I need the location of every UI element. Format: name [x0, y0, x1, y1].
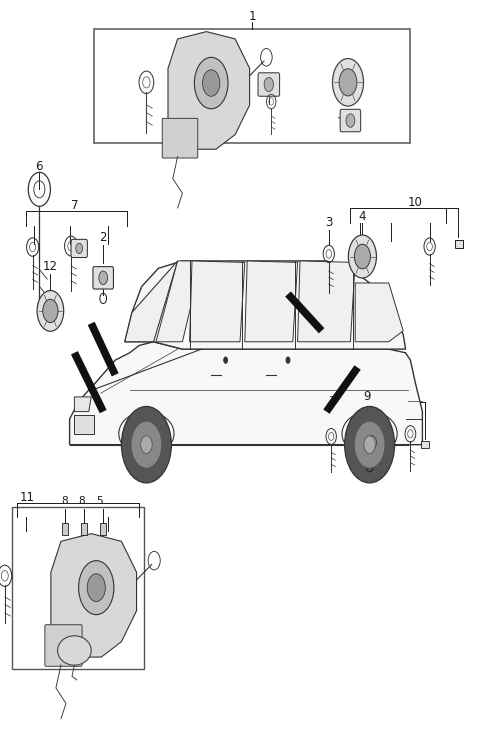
Polygon shape [125, 261, 406, 349]
Polygon shape [74, 397, 91, 412]
Bar [94, 29, 410, 143]
Circle shape [194, 57, 228, 109]
Circle shape [286, 356, 290, 364]
Polygon shape [168, 32, 250, 149]
Circle shape [364, 436, 375, 453]
Text: 4: 4 [359, 209, 366, 223]
Bar [421, 441, 429, 448]
Text: 9: 9 [363, 390, 371, 404]
FancyBboxPatch shape [340, 110, 360, 132]
Circle shape [346, 114, 355, 127]
Polygon shape [298, 261, 355, 342]
Circle shape [43, 299, 58, 323]
Polygon shape [125, 261, 178, 342]
Bar [62, 523, 68, 535]
Text: 11: 11 [20, 491, 35, 504]
Circle shape [368, 436, 376, 449]
Circle shape [131, 421, 162, 468]
Circle shape [121, 406, 171, 483]
Circle shape [87, 574, 105, 601]
FancyBboxPatch shape [162, 118, 198, 158]
Polygon shape [245, 261, 298, 342]
Circle shape [354, 244, 371, 269]
Polygon shape [51, 534, 136, 657]
Circle shape [354, 421, 385, 468]
Ellipse shape [119, 412, 174, 456]
Circle shape [99, 271, 108, 284]
Bar [81, 523, 87, 535]
Circle shape [339, 69, 357, 96]
Circle shape [203, 70, 220, 96]
Polygon shape [355, 283, 403, 342]
Ellipse shape [58, 636, 91, 665]
Bar [12, 507, 144, 669]
Bar [74, 415, 94, 434]
Circle shape [333, 59, 363, 106]
FancyBboxPatch shape [93, 267, 113, 289]
FancyBboxPatch shape [258, 73, 279, 96]
FancyBboxPatch shape [71, 240, 87, 257]
Circle shape [264, 77, 274, 92]
Circle shape [345, 406, 395, 483]
Text: 8: 8 [61, 496, 68, 506]
FancyBboxPatch shape [362, 431, 382, 453]
Circle shape [76, 243, 83, 254]
Text: 8: 8 [78, 496, 85, 506]
Ellipse shape [342, 412, 397, 456]
Polygon shape [70, 342, 422, 445]
Bar [100, 523, 106, 535]
Circle shape [79, 561, 114, 614]
Circle shape [348, 235, 376, 278]
Text: 7: 7 [71, 199, 78, 212]
FancyBboxPatch shape [45, 625, 82, 666]
Text: 12: 12 [43, 260, 58, 273]
Text: 6: 6 [36, 160, 43, 173]
Text: 3: 3 [325, 216, 333, 229]
Circle shape [223, 356, 228, 364]
Circle shape [141, 436, 152, 453]
Bar [455, 240, 463, 248]
Text: 1: 1 [248, 10, 256, 23]
Text: 5: 5 [96, 496, 103, 506]
Text: 10: 10 [408, 196, 422, 209]
Circle shape [37, 290, 64, 331]
Polygon shape [156, 261, 202, 342]
Polygon shape [190, 261, 245, 342]
Text: 2: 2 [99, 231, 107, 244]
Text: 3: 3 [328, 395, 335, 406]
